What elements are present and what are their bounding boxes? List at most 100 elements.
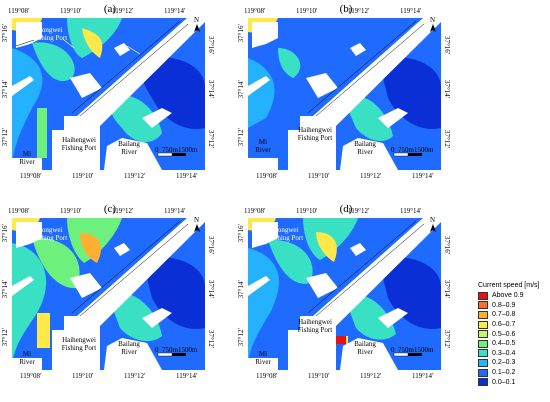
tick-left: 37°12′ [1, 128, 9, 147]
tick-top: 119°12′ [112, 207, 134, 215]
boundary-line [79, 223, 189, 317]
flow-zone [378, 256, 441, 329]
tick-left: 37°16′ [1, 24, 9, 43]
map-svg [248, 18, 441, 170]
tick-top: 119°08′ [244, 7, 266, 15]
flow-zone [334, 336, 346, 344]
current-speed-map: 119°08′ 119°10′ 119°12′ 119°14′ 119°08′ … [237, 207, 451, 380]
legend-label: 0.2–0.3 [492, 359, 516, 367]
flow-zone [37, 313, 50, 348]
legend-label: 0.4–0.5 [492, 340, 516, 348]
map-svg [12, 218, 205, 370]
tick-bottom: 119°10′ [72, 372, 94, 380]
flow-zone [32, 237, 80, 289]
legend-item: 0.6–0.7 [478, 320, 550, 330]
panel-label: (b) [339, 3, 353, 15]
tick-bottom: 119°08′ [20, 172, 42, 180]
land [104, 338, 162, 370]
tick-bottom: 119°12′ [124, 372, 146, 380]
north-arrow [430, 224, 436, 232]
tick-top: 119°10′ [60, 207, 82, 215]
tick-bottom: 119°14′ [412, 372, 434, 380]
tick-top: 119°10′ [296, 7, 318, 15]
panel-label: (c) [103, 203, 117, 215]
flow-zone [378, 56, 441, 129]
land [340, 138, 398, 170]
legend-label: 0.7–0.8 [492, 311, 516, 319]
flow-zone [268, 239, 313, 284]
tick-bottom: 119°08′ [256, 372, 278, 380]
tick-top: 119°12′ [348, 207, 370, 215]
flow-zone [12, 243, 47, 370]
place-label: Haihengwei Fishing Port [61, 336, 97, 352]
place-label: Bailang River [354, 340, 376, 356]
land [142, 108, 172, 128]
tick-left: 37°16′ [1, 224, 9, 243]
land [350, 243, 366, 256]
legend-swatch [478, 349, 488, 358]
flow-zone [140, 56, 205, 129]
boundary-line [315, 23, 425, 117]
tick-left: 37°16′ [237, 224, 245, 243]
land [12, 276, 34, 296]
legend-label: 0.0–0.1 [492, 378, 516, 386]
flow-zone [248, 58, 275, 128]
scale-label: 750m [162, 146, 178, 154]
tick-top: 119°14′ [164, 207, 186, 215]
boundary-line [315, 223, 425, 317]
legend-item: Above 0.9 [478, 291, 550, 301]
north-label: N [430, 16, 436, 24]
panel-a: (a) [0, 0, 215, 180]
legend-item: 0.3–0.4 [478, 349, 550, 359]
flow-zone [37, 108, 47, 158]
scale-label: 1500m [414, 146, 434, 154]
land [306, 73, 338, 98]
land [350, 43, 366, 56]
tick-top: 119°12′ [112, 7, 134, 15]
boundary-line [71, 220, 181, 314]
tick-left: 37°16′ [237, 24, 245, 43]
legend-swatch [478, 368, 488, 377]
current-speed-map: 119°08′ 119°10′ 119°12′ 119°14′ 119°08′ … [1, 207, 215, 380]
tick-top: 119°14′ [400, 7, 422, 15]
flow-zone [142, 256, 205, 329]
land [378, 108, 408, 128]
legend-swatch [478, 301, 488, 310]
tick-left: 37°14′ [237, 80, 245, 99]
legend-label: Above 0.9 [492, 292, 524, 300]
tick-top: 119°08′ [8, 207, 30, 215]
north-label: N [194, 216, 200, 224]
legend-item: 0.2–0.3 [478, 358, 550, 368]
pointer-arrow [69, 149, 83, 155]
tick-top: 119°08′ [8, 7, 30, 15]
tick-bottom: 119°12′ [360, 172, 382, 180]
tick-left: 37°12′ [1, 328, 9, 347]
panel-label: (d) [339, 203, 353, 215]
flow-zone [343, 95, 393, 142]
current-speed-map: 119°08′ 119°10′ 119°12′ 119°14′ 119°08′ … [237, 7, 451, 180]
land [12, 76, 34, 96]
flow-zone [82, 28, 103, 58]
legend-label: 0.6–0.7 [492, 321, 516, 329]
flow-zone [12, 48, 43, 170]
map-svg [12, 18, 205, 170]
north-arrow [430, 24, 436, 32]
tick-bottom: 119°10′ [308, 172, 330, 180]
tick-top: 119°14′ [400, 207, 422, 215]
pointer-arrow [63, 39, 75, 49]
flow-zone [32, 42, 75, 82]
land [114, 43, 130, 56]
place-label: Haihengwei Fishing Port [61, 136, 97, 152]
tick-right: 37°12′ [207, 130, 215, 149]
place-label: Mi River [19, 150, 35, 166]
current-speed-map: 119°08′ 119°10′ 119°12′ 119°14′ 119°08′ … [1, 7, 215, 180]
land [16, 22, 42, 48]
land [288, 18, 441, 170]
legend-item: 0.0–0.1 [478, 377, 550, 387]
tick-left: 37°12′ [237, 128, 245, 147]
boundary-line [79, 23, 189, 117]
boundary-line [307, 20, 417, 114]
tick-bottom: 119°10′ [308, 372, 330, 380]
boundary-line [15, 39, 35, 47]
tick-bottom: 119°12′ [360, 372, 382, 380]
